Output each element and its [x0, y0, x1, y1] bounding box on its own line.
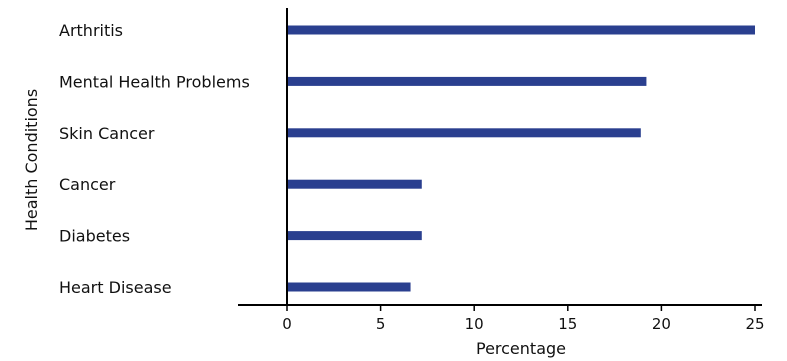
category-label: Cancer [59, 175, 116, 194]
y-axis-title: Health Conditions [22, 89, 41, 231]
bars-group [287, 25, 755, 292]
bar-diabetes [287, 231, 422, 241]
bar-cancer [287, 179, 422, 189]
x-axis-title: Percentage [476, 339, 566, 358]
bar-heart-disease [287, 282, 411, 292]
x-tick-label: 15 [558, 315, 577, 333]
bar-skin-cancer [287, 128, 641, 138]
category-labels: Arthritis Mental Health Problems Skin Canc… [59, 21, 250, 297]
category-label: Diabetes [59, 227, 130, 246]
x-tick-label: 25 [745, 315, 764, 333]
x-tick-label: 5 [376, 315, 386, 333]
bar-mental-health-problems [287, 76, 647, 86]
x-tick-label: 10 [465, 315, 484, 333]
x-tick-label: 0 [282, 315, 292, 333]
x-ticks: 0 5 10 15 20 25 [282, 305, 765, 333]
x-tick-label: 20 [652, 315, 671, 333]
bar-arthritis [287, 25, 755, 35]
category-label: Skin Cancer [59, 124, 155, 143]
category-label: Arthritis [59, 21, 123, 40]
category-label: Heart Disease [59, 278, 172, 297]
category-label: Mental Health Problems [59, 72, 250, 91]
